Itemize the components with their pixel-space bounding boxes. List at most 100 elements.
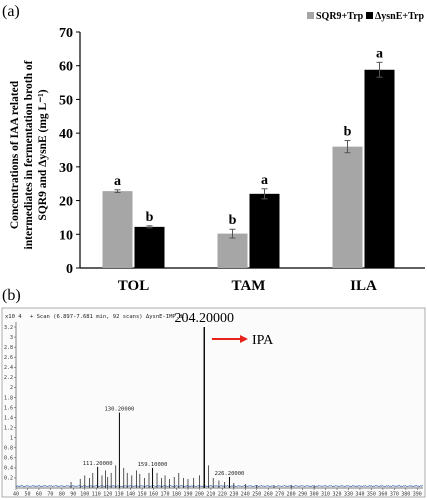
x-tick-label-b: 140 (126, 492, 135, 498)
spectrum-header: + Scan (6.897-7.681 min, 92 scans) ΔysnE… (30, 314, 182, 320)
bar (134, 226, 165, 268)
x-tick-label-b: 120 (103, 492, 112, 498)
x-tick-label-b: 240 (241, 492, 250, 498)
y-tick-label-a: 20 (59, 195, 73, 210)
x-tick-label-b: 310 (321, 492, 330, 498)
y-tick-label-b: 1.8 (4, 395, 13, 401)
x-tick-label-b: 160 (149, 492, 158, 498)
x-tick-label-b: 300 (310, 492, 319, 498)
minor-peaks-b (15, 465, 423, 488)
y-tick-label-b: 0.6 (4, 456, 13, 462)
legend-a: SQR9+Trp ΔysnE+Trp (307, 11, 424, 22)
x-tick-label-b: 320 (332, 492, 341, 498)
x-tick-label-b: 250 (252, 492, 261, 498)
y-tick-label-a: 0 (66, 262, 73, 277)
x-tick-label-b: 130 (115, 492, 124, 498)
peak-label-main: 204.20000 (175, 311, 235, 326)
x-tick-label-b: 280 (287, 492, 296, 498)
x-tick-label-a: TAM (232, 278, 266, 294)
y-tick-label-a: 70 (59, 26, 73, 41)
panel-b-label: (b) (2, 287, 21, 304)
spectrum-baseline (15, 485, 423, 487)
legend-swatch-sqr9 (307, 12, 314, 19)
legend-label-sqr9: SQR9+Trp (316, 11, 364, 22)
y-tick-label-b: 0.2 (4, 476, 13, 482)
y-tick-label-a: 40 (59, 127, 73, 142)
spectrum-frame (1, 307, 426, 498)
significance-label: a (376, 46, 383, 61)
x-tick-label-b: 210 (206, 492, 215, 498)
x-tick-label-b: 200 (195, 492, 204, 498)
y-tick-label-b: 0.4 (4, 466, 13, 472)
significance-label: a (261, 173, 268, 188)
y-tick-label-b: 2.8 (4, 345, 13, 351)
x-axis-b: 40 50 60 70 80 90 100 110 120 130 140 150 160 170 180 1… (13, 488, 422, 498)
bar (332, 146, 363, 268)
ipa-label: IPA (252, 333, 274, 348)
x-tick-label-b: 360 (378, 492, 387, 498)
bars-a: a b b a b a (102, 46, 395, 268)
x-tick-label-b: 80 (59, 492, 65, 498)
y-tick-label-b: 3.2 (4, 325, 13, 331)
x-tick-label-b: 40 (13, 492, 19, 498)
peak-label: 130.20000 (105, 407, 135, 413)
legend-label-ysne: ΔysnE+Trp (375, 11, 424, 22)
y-tick-label-b: 2.2 (4, 375, 13, 381)
peak-label: 159.10000 (138, 462, 168, 468)
x-tick-label-b: 70 (47, 492, 53, 498)
ipa-annotation: IPA (212, 333, 274, 348)
peak-label: 111.20000 (83, 461, 113, 467)
y-tick-label-b: 1 (10, 435, 13, 441)
bar (364, 69, 395, 268)
x-tick-label-b: 390 (413, 492, 422, 498)
ylabel-a-line-1: Concentrations of IAA related (9, 80, 21, 229)
spectrum-scale-label: x10 4 (5, 314, 22, 320)
x-tick-label-a: ILA (350, 278, 377, 294)
x-tick-label-b: 150 (138, 492, 147, 498)
x-tick-label-b: 380 (401, 492, 410, 498)
ipa-arrow-head (240, 335, 248, 343)
major-peaks-b: 204.20000 130.20000 111.20000 159.10000 226.… (83, 311, 245, 488)
x-tick-label-b: 340 (355, 492, 364, 498)
x-tick-label-b: 270 (275, 492, 284, 498)
x-tick-label-a: TOL (118, 278, 149, 294)
bar (249, 193, 280, 268)
ylabel-a: Concentrations of IAA related intermedia… (9, 60, 49, 249)
ylabel-a-line-2: intermediates in fermentation broth of (23, 60, 35, 249)
y-axis-b: 0.2 0.4 0.6 0.8 1 1.2 1.4 1.6 1.8 2 2.2 2.4 2.6 2.8 3 3… (4, 322, 423, 489)
legend-swatch-ysne (366, 12, 373, 19)
significance-label: a (114, 174, 121, 189)
y-tick-label-b: 2.4 (4, 365, 13, 371)
x-tick-label-b: 260 (264, 492, 273, 498)
x-axis-a: TOL TAM ILA (118, 278, 377, 294)
x-tick-label-b: 180 (172, 492, 181, 498)
y-tick-label-b: 2 (10, 385, 13, 391)
x-tick-label-b: 290 (298, 492, 307, 498)
y-tick-label-b: 1.4 (4, 415, 13, 421)
significance-label: b (146, 210, 154, 225)
x-tick-label-b: 370 (390, 492, 399, 498)
y-tick-label-b: 2.6 (4, 355, 13, 361)
ylabel-a-line-3: SQR9 and ΔysnE (mg L⁻¹) (37, 89, 49, 220)
x-tick-label-b: 110 (92, 492, 101, 498)
bar (217, 233, 248, 268)
y-tick-label-a: 50 (59, 93, 73, 108)
significance-label: b (229, 213, 237, 228)
x-tick-label-b: 60 (36, 492, 42, 498)
y-tick-label-b: 3 (10, 335, 13, 341)
peak-label: 226.20000 (215, 471, 245, 477)
x-tick-label-b: 170 (161, 492, 170, 498)
x-tick-label-b: 230 (229, 492, 238, 498)
x-tick-label-b: 100 (80, 492, 89, 498)
bar (102, 191, 133, 268)
x-tick-label-b: 220 (218, 492, 227, 498)
x-tick-label-b: 350 (367, 492, 376, 498)
y-tick-label-a: 60 (59, 60, 73, 75)
y-tick-label-b: 0.8 (4, 446, 13, 452)
x-tick-label-b: 90 (70, 492, 76, 498)
y-tick-label-b: 1.6 (4, 405, 13, 411)
y-tick-label-a: 10 (59, 228, 73, 243)
significance-label: b (344, 125, 352, 140)
x-tick-label-b: 190 (183, 492, 192, 498)
